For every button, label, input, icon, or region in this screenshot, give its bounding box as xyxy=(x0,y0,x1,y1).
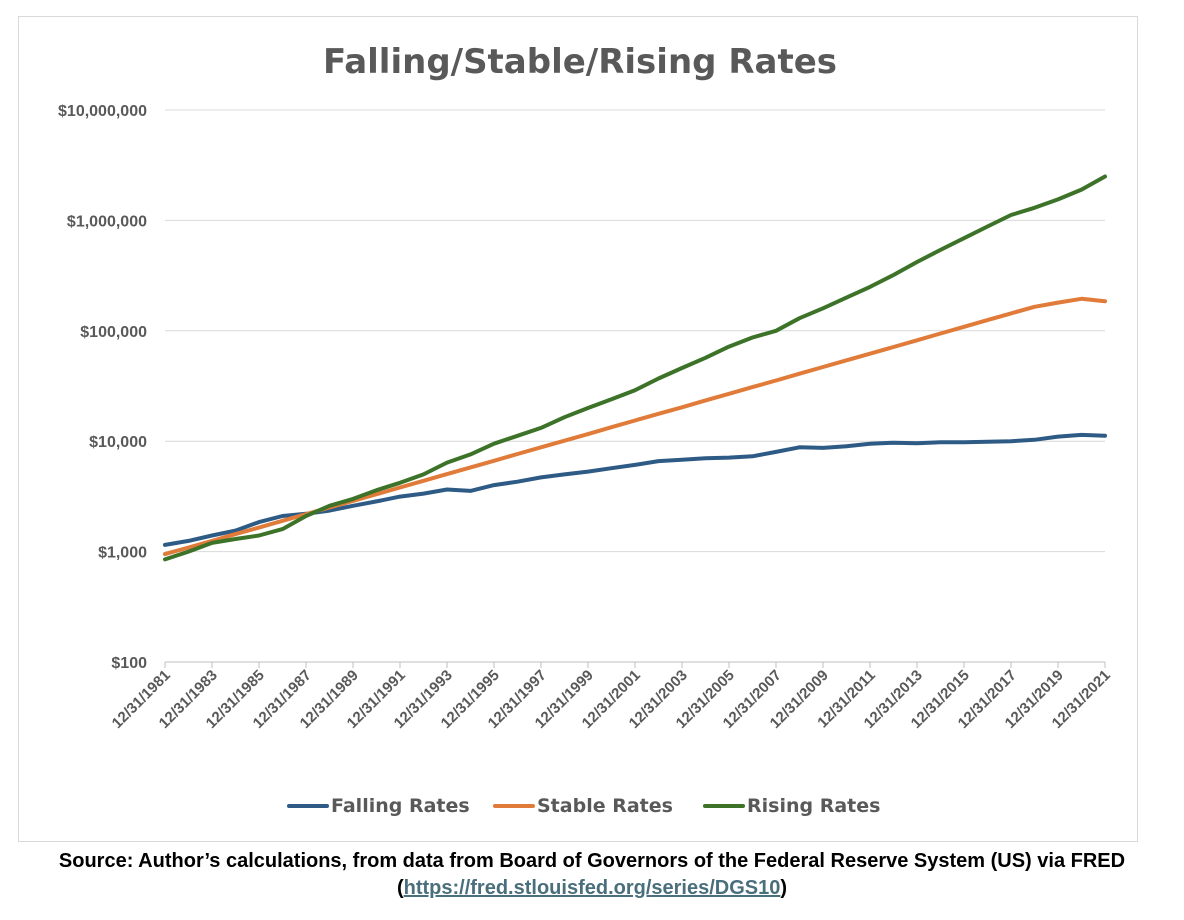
y-tick-label: $100 xyxy=(111,655,147,672)
y-tick-label: $1,000 xyxy=(98,545,147,562)
chart-svg: Falling/Stable/Rising Rates $100$1,000$1… xyxy=(58,42,1114,817)
x-axis-tick-labels: 12/31/198112/31/198312/31/198512/31/1987… xyxy=(109,667,1114,732)
chart-frame: Falling/Stable/Rising Rates $100 $1,000 $1… xyxy=(18,16,1138,842)
x-axis xyxy=(164,661,1106,668)
legend-label-rising-rates: Rising Rates xyxy=(747,795,880,817)
gridlines xyxy=(165,109,1105,663)
source-link[interactable]: https://fred.stlouisfed.org/series/DGS10 xyxy=(403,877,781,899)
source-text: Source: Author’s calculations, from data… xyxy=(58,850,1126,899)
source-note: Source: Author’s calculations, from data… xyxy=(0,848,1184,902)
legend-label-stable-rates: Stable Rates xyxy=(537,795,673,817)
legend: Falling Rates Stable Rates Rising Rates xyxy=(287,795,880,817)
chart-title: Falling/Stable/Rising Rates xyxy=(323,42,837,82)
series-lines xyxy=(163,174,1107,562)
y-tick-label: $10,000,000 xyxy=(58,103,147,120)
y-tick-label: $10,000 xyxy=(89,434,147,451)
series-line-falling-rates xyxy=(163,432,1107,547)
y-axis-tick-labels: $100 $1,000 $10,000 $100,000 $1,000,000 $10,0… xyxy=(58,103,147,672)
legend-label-falling-rates: Falling Rates xyxy=(331,795,470,817)
y-tick-label: $1,000,000 xyxy=(67,213,147,230)
y-tick-label: $100,000 xyxy=(80,324,147,341)
source-close: ) xyxy=(780,877,788,899)
series-line-rising-rates xyxy=(163,174,1107,562)
